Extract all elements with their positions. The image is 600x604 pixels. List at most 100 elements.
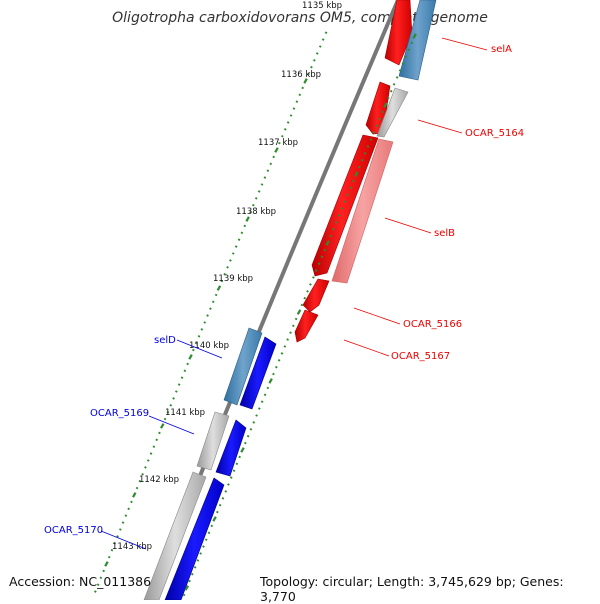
major-tick (104, 561, 109, 567)
minor-tick (192, 348, 195, 352)
minor-tick (392, 83, 396, 86)
tick-label: 1141 kbp (165, 408, 205, 418)
gene-arrow-selb-light[interactable] (331, 138, 394, 284)
gene-arrow-ocar5170-blue[interactable] (164, 477, 225, 600)
minor-tick (369, 138, 373, 141)
tick-ring-left (94, 31, 328, 593)
minor-tick (307, 72, 310, 76)
minor-tick (410, 41, 414, 45)
minor-tick (135, 486, 139, 490)
minor-tick (314, 269, 318, 272)
minor-tick (209, 307, 212, 310)
minor-tick (166, 410, 170, 414)
minor-tick (278, 141, 281, 145)
minor-tick (130, 500, 133, 504)
minor-tick (358, 165, 361, 169)
forward-leader-lines (343, 37, 488, 357)
gene-label-ocar5166[interactable]: OCAR_5166 (403, 319, 462, 330)
minor-tick (337, 214, 341, 217)
minor-tick (188, 579, 191, 583)
major-tick (212, 516, 217, 522)
gene-arrow-sela-red[interactable] (384, 0, 413, 66)
minor-tick (289, 331, 292, 334)
minor-tick (404, 55, 408, 58)
minor-tick (243, 224, 247, 228)
tick-label: 1137 kbp (258, 138, 298, 148)
minor-tick (277, 359, 281, 362)
minor-tick (381, 110, 384, 114)
gene-label-ocar5164[interactable]: OCAR_5164 (465, 128, 524, 139)
minor-tick (366, 145, 370, 148)
minor-tick (375, 124, 379, 127)
minor-tick (119, 528, 122, 531)
gene-arrow-seld-blue[interactable] (239, 336, 277, 410)
minor-tick (244, 441, 247, 445)
minor-tick (301, 86, 304, 90)
minor-tick (121, 521, 125, 524)
major-tick (188, 354, 193, 360)
reverse-leader-lines (100, 339, 223, 550)
minor-tick (317, 262, 321, 265)
minor-tick (292, 324, 295, 328)
minor-tick (346, 193, 350, 196)
gene-label-selb[interactable]: selB (434, 228, 455, 239)
minor-tick (177, 383, 181, 386)
major-tick (354, 171, 359, 177)
minor-tick (387, 96, 390, 100)
gene-arrow-ocar5166-red[interactable] (302, 278, 330, 313)
minor-tick (199, 552, 202, 555)
minor-tick (96, 583, 100, 586)
gene-arrow-ocar5170-gray[interactable] (143, 471, 207, 600)
minor-tick (218, 503, 222, 507)
tick-label: 1136 kbp (281, 70, 321, 80)
minor-tick (324, 31, 328, 34)
minor-tick (203, 321, 207, 324)
tick-label: 1140 kbp (189, 341, 229, 351)
minor-tick (303, 296, 307, 300)
gene-label-ocar5169[interactable]: OCAR_5169 (90, 408, 149, 419)
minor-tick (182, 593, 186, 597)
gene-arrow-ocar5164-gray[interactable] (376, 87, 409, 138)
minor-tick (321, 38, 325, 41)
minor-tick (272, 155, 275, 159)
minor-tick (266, 169, 270, 172)
minor-tick (204, 538, 208, 541)
minor-tick (246, 434, 250, 438)
major-tick (296, 309, 302, 315)
gene-label-seld[interactable]: selD (154, 335, 176, 346)
minor-tick (329, 234, 332, 238)
major-tick (268, 378, 273, 384)
gene-label-ocar5167[interactable]: OCAR_5167 (391, 351, 450, 362)
minor-tick (294, 317, 298, 321)
minor-tick (186, 362, 189, 366)
minor-tick (149, 452, 153, 455)
minor-tick (318, 45, 322, 48)
minor-tick (216, 510, 219, 514)
minor-tick (372, 131, 376, 134)
minor-tick (231, 252, 235, 255)
minor-tick (144, 466, 147, 469)
minor-tick (240, 231, 244, 235)
gene-arrow-seld-steel[interactable] (223, 327, 263, 406)
gene-label-sela[interactable]: selA (491, 44, 512, 55)
gene-arrow-ocar5167-red[interactable] (294, 309, 319, 343)
minor-tick (207, 531, 211, 535)
minor-tick (257, 190, 261, 193)
gene-arrow-ocar5169-gray[interactable] (196, 411, 230, 471)
minor-tick (226, 266, 229, 269)
gene-arrow-ocar5169-blue[interactable] (215, 419, 247, 477)
gene-label-ocar5170[interactable]: OCAR_5170 (44, 525, 103, 536)
minor-tick (163, 417, 167, 421)
major-tick (274, 147, 279, 153)
minor-tick (249, 428, 253, 431)
minor-tick (323, 248, 327, 252)
minor-tick (312, 276, 315, 279)
gene-arrow-sela-steel[interactable] (398, 0, 437, 81)
minor-tick (395, 76, 399, 79)
minor-tick (263, 176, 267, 179)
minor-tick (309, 283, 312, 286)
minor-tick (124, 514, 128, 517)
minor-tick (292, 107, 296, 110)
minor-tick (141, 473, 144, 476)
